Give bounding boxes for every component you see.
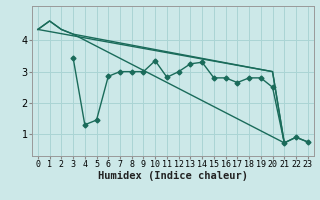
X-axis label: Humidex (Indice chaleur): Humidex (Indice chaleur) bbox=[98, 171, 248, 181]
